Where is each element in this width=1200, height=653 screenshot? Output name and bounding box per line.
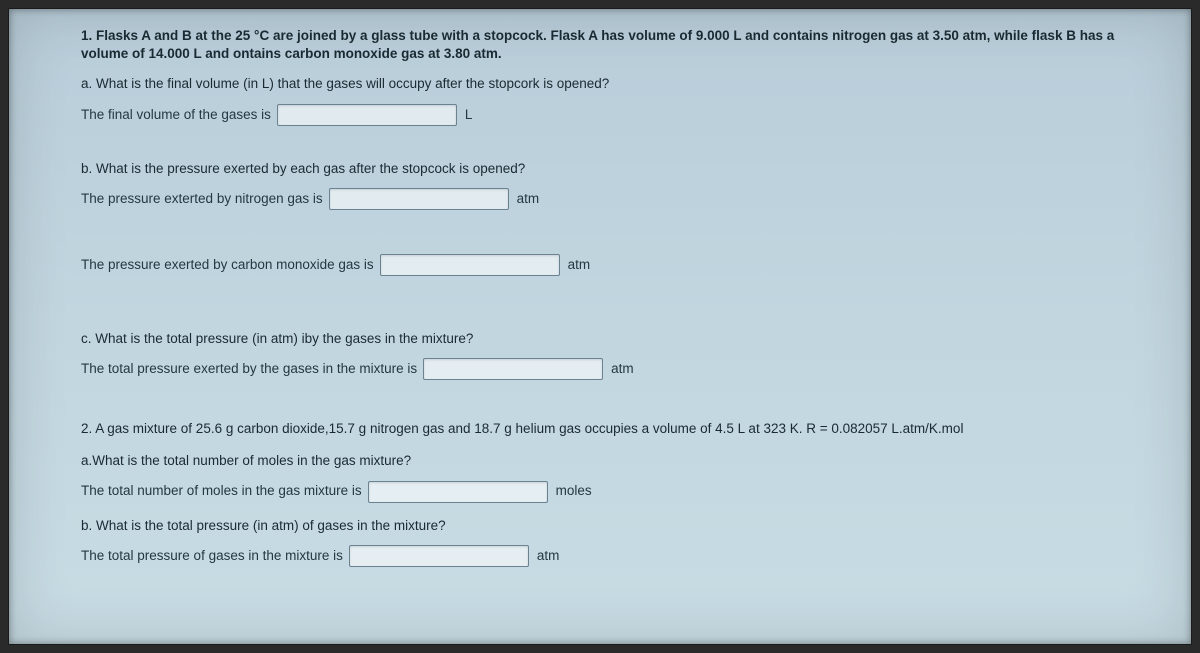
q2-intro: 2. A gas mixture of 25.6 g carbon dioxid… [81, 420, 1143, 438]
worksheet-screen: 1. Flasks A and B at the 25 °C are joine… [8, 8, 1192, 645]
q1b-n2-label: The pressure exterted by nitrogen gas is [81, 190, 323, 208]
q1b-n2-input[interactable] [329, 188, 509, 210]
q1a-unit: L [465, 106, 473, 124]
q1b-prompt: b. What is the pressure exerted by each … [81, 160, 1143, 178]
q1c-label: The total pressure exerted by the gases … [81, 360, 417, 378]
q1b-co-input[interactable] [380, 254, 560, 276]
q1b-n2-unit: atm [517, 190, 540, 208]
q1-intro: 1. Flasks A and B at the 25 °C are joine… [81, 27, 1143, 63]
q1b-co-row: The pressure exerted by carbon monoxide … [81, 254, 1143, 276]
q1b-co-label: The pressure exerted by carbon monoxide … [81, 256, 374, 274]
q1c-prompt: c. What is the total pressure (in atm) i… [81, 330, 1143, 348]
q2b-input[interactable] [349, 545, 529, 567]
q1c-unit: atm [611, 360, 634, 378]
q1a-prompt: a. What is the final volume (in L) that … [81, 75, 1143, 93]
q2a-label: The total number of moles in the gas mix… [81, 482, 362, 500]
q1b-co-unit: atm [568, 256, 591, 274]
q2a-row: The total number of moles in the gas mix… [81, 481, 1143, 503]
q1a-label: The final volume of the gases is [81, 106, 271, 124]
q1b-n2-row: The pressure exterted by nitrogen gas is… [81, 188, 1143, 210]
q1c-input[interactable] [423, 358, 603, 380]
worksheet-content: 1. Flasks A and B at the 25 °C are joine… [81, 27, 1143, 567]
q2a-input[interactable] [368, 481, 548, 503]
q2b-unit: atm [537, 547, 560, 565]
q1a-row: The final volume of the gases is L [81, 104, 1143, 126]
q2b-row: The total pressure of gases in the mixtu… [81, 545, 1143, 567]
q2b-label: The total pressure of gases in the mixtu… [81, 547, 343, 565]
q2b-prompt: b. What is the total pressure (in atm) o… [81, 517, 1143, 535]
q1a-input[interactable] [277, 104, 457, 126]
q2a-prompt: a.What is the total number of moles in t… [81, 452, 1143, 470]
q1c-row: The total pressure exerted by the gases … [81, 358, 1143, 380]
q2a-unit: moles [556, 482, 592, 500]
